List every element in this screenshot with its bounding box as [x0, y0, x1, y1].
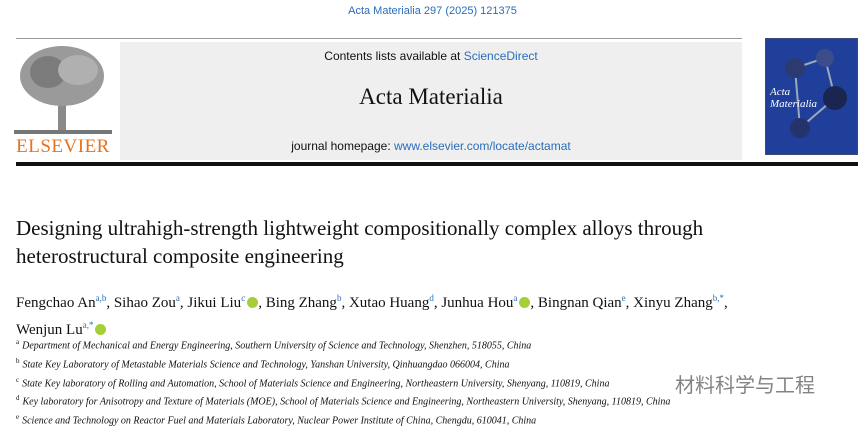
author: Xinyu Zhangb,*, — [633, 293, 728, 311]
author-name[interactable]: Fengchao An — [16, 295, 96, 311]
page: {"citation": "Acta Materialia 297 (2025)… — [14, 5, 858, 427]
contents-line: Contents lists available at ScienceDirec… — [120, 49, 742, 63]
affiliation-label: c — [16, 375, 20, 384]
affiliation-text: Department of Mechanical and Energy Engi… — [22, 340, 532, 352]
orcid-icon[interactable] — [95, 324, 107, 335]
affiliation: c State Key laboratory of Rolling and Aut… — [16, 373, 856, 392]
author-affiliation[interactable]: e — [621, 293, 626, 303]
author-affiliation[interactable]: d — [429, 293, 434, 303]
authors: Fengchao Ana,b, Sihao Zoua, Jikui Liuc, … — [16, 287, 736, 341]
affiliation-label: a — [16, 338, 20, 346]
article-title: Designing ultrahigh-strength lightweight… — [16, 216, 704, 268]
watermark: 材料科学与工程 — [675, 373, 815, 397]
publisher: ELSEVIER — [16, 136, 110, 157]
author-affiliation[interactable]: a — [175, 293, 180, 303]
affiliation-label: b — [16, 356, 20, 365]
separator: , — [625, 295, 630, 311]
author: Bingnan Qiane, — [537, 293, 630, 311]
affiliation-text: Key laboratory for Anisotropy and Textur… — [22, 396, 671, 408]
affiliation-text: State Key laboratory of Rolling and Auto… — [22, 377, 610, 389]
author: Bing Zhangb, — [265, 293, 346, 311]
separator: , — [724, 295, 728, 311]
page-body: Acta Materialia 297 (2025) 121375 ELSEVI… — [14, 5, 858, 427]
affiliation-label: d — [16, 394, 20, 403]
author-name[interactable]: Junhua Hou — [441, 295, 514, 311]
author: Wenjun Lua,* — [16, 320, 107, 338]
author-affiliation[interactable]: c — [241, 293, 246, 303]
author-name[interactable]: Sihao Zou — [113, 295, 176, 311]
contents-prefix: Contents lists available at — [324, 49, 464, 63]
separator: , — [341, 295, 346, 311]
affiliation: b State Key Laboratory of Metastable Mate… — [16, 354, 856, 373]
author-name[interactable]: Bingnan Qian — [537, 295, 622, 311]
affiliation: d Key laboratory for Anisotropy and Textu… — [16, 391, 856, 410]
homepage-line: journal homepage: www.elsevier.com/locat… — [120, 139, 742, 153]
separator: , — [530, 295, 535, 311]
rule — [16, 162, 858, 166]
author: Junhua Houa, — [441, 293, 535, 311]
orcid-icon[interactable] — [247, 297, 259, 308]
separator: , — [258, 295, 262, 311]
author-name[interactable]: Jikui Liu — [187, 295, 242, 311]
affiliation-text: Science and Technology on Reactor Fuel a… — [22, 415, 537, 427]
author-name[interactable]: Bing Zhang — [265, 295, 337, 311]
orcid-icon[interactable] — [519, 297, 531, 308]
author: Fengchao Ana,b, — [16, 293, 111, 311]
homepage-prefix: journal homepage: — [291, 139, 394, 153]
journal-name: Acta Materialia — [359, 84, 503, 109]
elsevier-logo — [14, 46, 112, 134]
journal-cover[interactable] — [765, 38, 858, 155]
author: Sihao Zoua, — [113, 293, 184, 311]
affiliation: e Science and Technology on Reactor Fuel … — [16, 410, 856, 429]
author: Xutao Huangd, — [348, 293, 438, 311]
homepage-link[interactable]: www.elsevier.com/locate/actamat — [394, 139, 571, 153]
separator: , — [179, 295, 184, 311]
affiliation-text: State Key Laboratory of Metastable Mater… — [22, 359, 510, 371]
cover-title: Acta Materialia — [770, 86, 818, 110]
author-affiliation[interactable]: b — [336, 293, 342, 303]
citation[interactable]: Acta Materialia 297 (2025) 121375 — [348, 5, 517, 17]
rule — [16, 38, 742, 39]
affiliation-label: e — [16, 413, 20, 422]
author-affiliation[interactable]: b,* — [712, 293, 724, 303]
author-affiliation[interactable]: a,* — [82, 320, 94, 330]
author-name[interactable]: Wenjun Lu — [16, 322, 83, 338]
contents-link[interactable]: ScienceDirect — [463, 49, 538, 63]
separator: , — [433, 295, 438, 311]
author-name[interactable]: Xinyu Zhang — [633, 295, 713, 311]
author-affiliation[interactable]: a — [513, 293, 518, 303]
author-name[interactable]: Xutao Huang — [348, 295, 430, 311]
author: Jikui Liuc, — [187, 293, 262, 311]
affiliation: a Department of Mechanical and Energy Eng… — [16, 335, 856, 354]
header-box — [120, 42, 742, 160]
author-affiliation[interactable]: a,b — [95, 293, 107, 303]
separator: , — [106, 295, 111, 311]
